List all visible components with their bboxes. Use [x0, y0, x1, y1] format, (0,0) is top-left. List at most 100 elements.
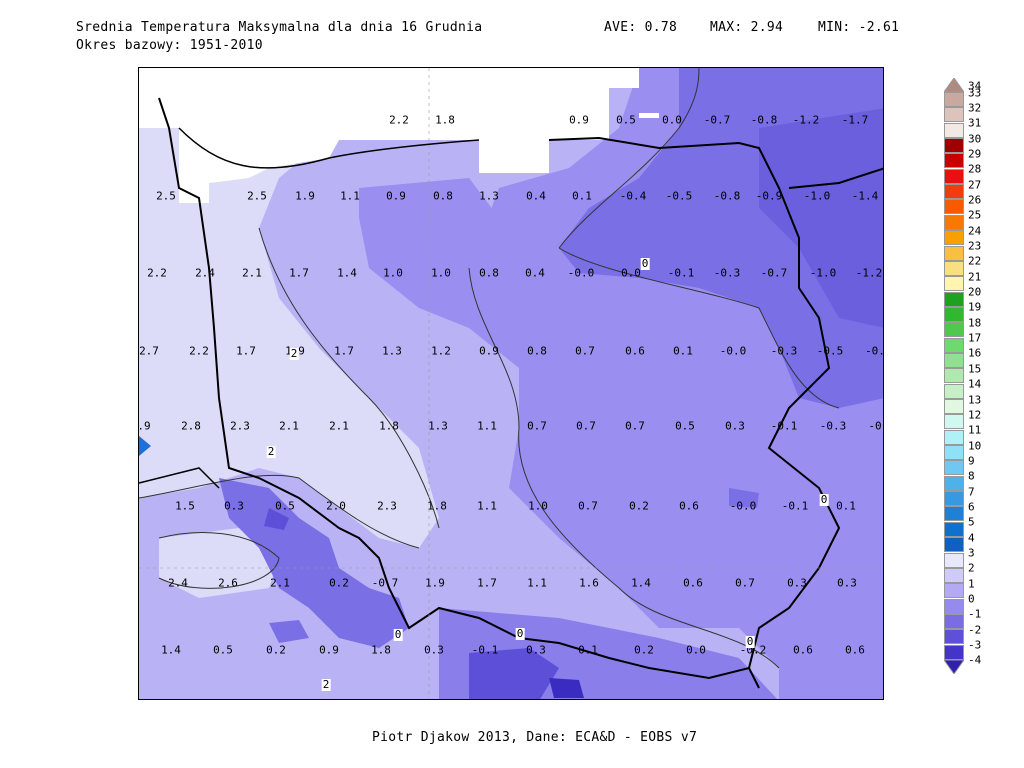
grid-value: 2.1 [270, 576, 290, 590]
legend-label: 32 [968, 101, 982, 115]
grid-value: 1.2 [431, 344, 451, 358]
grid-value: 0.2 [629, 499, 649, 513]
grid-value: 0.1 [673, 344, 693, 358]
map-canvas [139, 68, 883, 699]
legend-swatch [944, 521, 964, 537]
grid-value: 2.2 [147, 266, 167, 280]
contour-label: 0 [819, 493, 829, 506]
grid-value: 0.5 [213, 643, 233, 657]
legend-label: 19 [968, 300, 982, 314]
grid-value: -0.7 [703, 113, 731, 127]
legend-swatch [944, 475, 964, 491]
grid-value: 0.9 [386, 189, 406, 203]
contour-0-east [558, 247, 840, 409]
legend-label: 29 [968, 147, 982, 161]
grid-value: 1.8 [371, 643, 391, 657]
grid-value: 0.6 [793, 643, 813, 657]
grid-value: 1.8 [427, 499, 447, 513]
legend-label: 18 [968, 316, 982, 330]
grid-value: 2.1 [279, 419, 299, 433]
contour-2-sw [158, 532, 280, 589]
grid-value: 0.2 [634, 643, 654, 657]
grid-value: 0.5 [275, 499, 295, 513]
grid-value: 0.3 [424, 643, 444, 657]
grid-value: 1.1 [527, 576, 547, 590]
grid-value: 2.3 [377, 499, 397, 513]
legend-label: 28 [968, 162, 982, 176]
legend-swatch [944, 214, 964, 230]
legend-swatch [944, 583, 964, 599]
legend-swatch [944, 276, 964, 292]
grid-value: -0.0 [729, 499, 757, 513]
coastline [178, 127, 480, 169]
contour-label: 0 [640, 257, 650, 270]
legend-label: 17 [968, 331, 982, 345]
grid-value: 0.7 [735, 576, 755, 590]
grid-value: -0.3 [770, 344, 798, 358]
grid-value: 0.9 [479, 344, 499, 358]
legend-swatch [944, 153, 964, 169]
legend-swatch [944, 445, 964, 461]
legend-swatch [944, 368, 964, 384]
legend-label: 1 [968, 577, 975, 591]
legend-swatch [944, 122, 964, 138]
grid-value: 0.7 [578, 499, 598, 513]
legend-label: 10 [968, 439, 982, 453]
grid-value: -0.7 [760, 266, 788, 280]
grid-value: -0.1 [471, 643, 499, 657]
maximum-value: MAX: 2.94 [710, 20, 784, 35]
contour-label: 0 [515, 627, 525, 640]
grid-value: 1.9 [295, 189, 315, 203]
grid-value: 2.1 [242, 266, 262, 280]
grid-value: -1.2 [792, 113, 820, 127]
legend-label: 14 [968, 377, 982, 391]
grid-value: 2.1 [329, 419, 349, 433]
grid-value: 1.7 [289, 266, 309, 280]
grid-value: 0.0 [662, 113, 682, 127]
contour-label: 0 [393, 628, 403, 641]
legend-label: 15 [968, 362, 982, 376]
legend-swatch [944, 337, 964, 353]
grid-value: 1.4 [161, 643, 181, 657]
legend-label: 33 [968, 86, 982, 99]
grid-value: 2.8 [181, 419, 201, 433]
legend-swatch [944, 399, 964, 414]
grid-value: -0 [868, 419, 882, 433]
grid-value: -0.1 [781, 499, 809, 513]
cold-pocket-east [729, 488, 759, 508]
grid-value: -0.9 [755, 189, 783, 203]
grid-value: 1.0 [383, 266, 403, 280]
legend-swatch [944, 230, 964, 246]
grid-value: -1.0 [809, 266, 837, 280]
legend-label: 34 [968, 79, 982, 92]
grid-value: 2.4 [168, 576, 188, 590]
contour-label: 2 [266, 445, 276, 458]
grid-value: 0.3 [725, 419, 745, 433]
grid-value: -0.8 [750, 113, 778, 127]
legend-label: 8 [968, 469, 975, 483]
grid-value: -0.0 [567, 266, 595, 280]
legend-label: 4 [968, 531, 975, 545]
legend-label: -2 [968, 623, 982, 637]
legend-swatch [944, 567, 964, 583]
legend-label: 31 [968, 116, 982, 130]
grid-value: 1.1 [477, 419, 497, 433]
grid-value: 1.4 [337, 266, 357, 280]
grid-value: 0.5 [675, 419, 695, 433]
grid-value: 0.7 [527, 419, 547, 433]
legend-swatch [944, 291, 964, 307]
grid-value: 0.5 [616, 113, 636, 127]
legend-label: 3 [968, 546, 975, 560]
grid-value: -0.7 [371, 576, 399, 590]
grid-value: 0.1 [578, 643, 598, 657]
grid-value: 2.7 [139, 344, 159, 358]
legend-swatch [944, 138, 964, 154]
legend-swatch [944, 92, 964, 107]
legend-label: 6 [968, 500, 975, 514]
legend-label: 0 [968, 592, 975, 606]
grid-value: 1.8 [435, 113, 455, 127]
border-west-south [158, 97, 760, 689]
grid-value: 0.8 [479, 266, 499, 280]
grid-value: 0.2 [266, 643, 286, 657]
grid-value: 1.5 [175, 499, 195, 513]
